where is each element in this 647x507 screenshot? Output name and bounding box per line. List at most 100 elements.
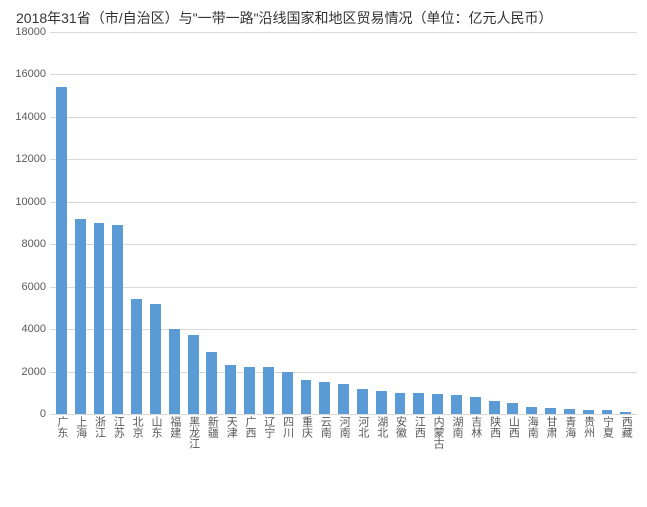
x-tick-label: 云南	[319, 416, 330, 449]
bar	[545, 408, 556, 414]
x-tick-label: 内蒙古	[432, 416, 443, 449]
x-label-slot: 吉林	[466, 416, 485, 449]
bar-slot	[372, 32, 391, 414]
bar	[282, 372, 293, 414]
x-tick-label: 四川	[282, 416, 293, 449]
y-tick-label: 0	[40, 408, 46, 420]
bar-slot	[616, 32, 635, 414]
bar	[451, 395, 462, 414]
bar	[357, 389, 368, 414]
bar-slot	[353, 32, 372, 414]
bar-slot	[334, 32, 353, 414]
bar-slot	[409, 32, 428, 414]
y-tick-label: 6000	[22, 281, 46, 293]
bar	[395, 393, 406, 414]
x-label-slot: 浙江	[90, 416, 109, 449]
x-label-slot: 西藏	[616, 416, 635, 449]
x-tick-label: 北京	[131, 416, 142, 449]
x-label-slot: 辽宁	[259, 416, 278, 449]
x-label-slot: 广西	[240, 416, 259, 449]
bar-slot	[71, 32, 90, 414]
chart-container: 2018年31省（市/自治区）与"一带一路"沿线国家和地区贸易情况（单位：亿元人…	[0, 0, 647, 507]
bar	[319, 382, 330, 414]
bar-slot	[598, 32, 617, 414]
bar-slot	[259, 32, 278, 414]
y-tick-label: 2000	[22, 366, 46, 378]
x-tick-label: 山西	[507, 416, 518, 449]
x-label-slot: 陕西	[485, 416, 504, 449]
x-label-slot: 重庆	[297, 416, 316, 449]
x-label-slot: 江苏	[108, 416, 127, 449]
x-label-slot: 海南	[522, 416, 541, 449]
bar	[583, 410, 594, 414]
x-label-slot: 福建	[165, 416, 184, 449]
bar-slot	[203, 32, 222, 414]
bar	[188, 335, 199, 414]
bar	[564, 409, 575, 414]
x-tick-label: 湖南	[451, 416, 462, 449]
x-tick-label: 河南	[338, 416, 349, 449]
bar	[112, 225, 123, 414]
bar-slot	[240, 32, 259, 414]
bar	[169, 329, 180, 414]
bar	[150, 304, 161, 414]
x-tick-label: 河北	[357, 416, 368, 449]
bar-slot	[278, 32, 297, 414]
bar-slot	[447, 32, 466, 414]
bar-slot	[221, 32, 240, 414]
x-tick-label: 重庆	[300, 416, 311, 449]
bar	[206, 352, 217, 414]
bar	[263, 367, 274, 414]
bar-slot	[52, 32, 71, 414]
bar-slot	[485, 32, 504, 414]
bar-slot	[90, 32, 109, 414]
bar-slot	[127, 32, 146, 414]
x-label-slot: 天津	[221, 416, 240, 449]
x-label-slot: 黑龙江	[184, 416, 203, 449]
x-tick-label: 江苏	[112, 416, 123, 449]
x-label-slot: 江西	[409, 416, 428, 449]
bar	[602, 410, 613, 414]
x-tick-label: 甘肃	[545, 416, 556, 449]
x-tick-label: 陕西	[489, 416, 500, 449]
bar-slot	[560, 32, 579, 414]
x-tick-label: 海南	[526, 416, 537, 449]
bar-slot	[184, 32, 203, 414]
bar	[470, 397, 481, 414]
y-tick-label: 14000	[15, 111, 46, 123]
bar	[526, 407, 537, 414]
bars-area	[50, 32, 637, 414]
bar	[338, 384, 349, 414]
y-tick-label: 10000	[15, 196, 46, 208]
bar	[131, 299, 142, 414]
x-tick-label: 安徽	[395, 416, 406, 449]
bar	[301, 380, 312, 414]
x-tick-label: 福建	[169, 416, 180, 449]
x-tick-label: 青海	[564, 416, 575, 449]
bar-slot	[466, 32, 485, 414]
bar-slot	[391, 32, 410, 414]
x-label-slot: 河南	[334, 416, 353, 449]
bar	[94, 223, 105, 414]
bar-slot	[541, 32, 560, 414]
bar-slot	[108, 32, 127, 414]
x-tick-label: 广东	[56, 416, 67, 449]
x-tick-label: 辽宁	[263, 416, 274, 449]
bar-slot	[297, 32, 316, 414]
bar	[432, 394, 443, 414]
grid-line	[50, 414, 637, 415]
y-axis: 0200040006000800010000120001400016000180…	[10, 32, 50, 414]
x-axis-labels: 广东上海浙江江苏北京山东福建黑龙江新疆天津广西辽宁四川重庆云南河南河北湖北安徽江…	[50, 416, 637, 449]
bar-slot	[522, 32, 541, 414]
bar-slot	[146, 32, 165, 414]
plot-area: 0200040006000800010000120001400016000180…	[10, 32, 637, 502]
x-tick-label: 浙江	[94, 416, 105, 449]
y-tick-label: 12000	[15, 153, 46, 165]
x-tick-label: 贵州	[583, 416, 594, 449]
x-tick-label: 宁夏	[601, 416, 612, 449]
bar	[376, 391, 387, 414]
x-tick-label: 湖北	[376, 416, 387, 449]
y-tick-label: 8000	[22, 238, 46, 250]
x-label-slot: 青海	[560, 416, 579, 449]
bar	[620, 412, 631, 414]
